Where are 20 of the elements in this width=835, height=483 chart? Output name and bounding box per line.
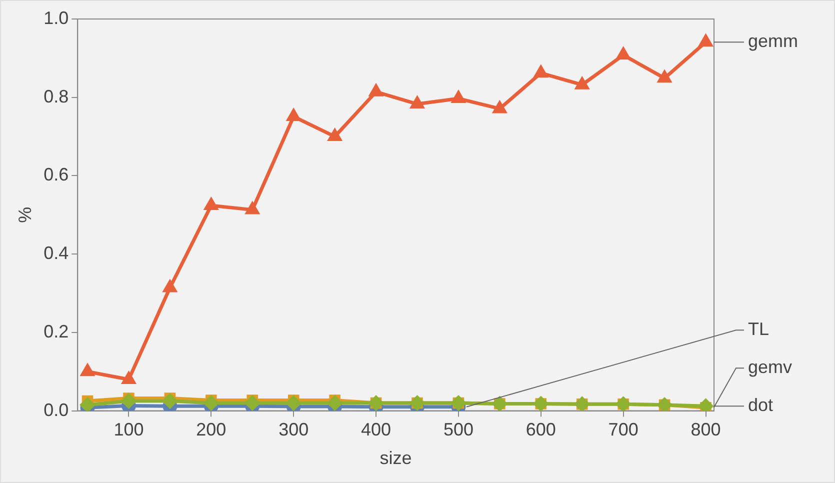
x-axis-title: size: [380, 448, 412, 468]
y-tick-label: 0.8: [44, 86, 69, 106]
text: dot: [748, 395, 774, 416]
y-tick-label: 0.6: [44, 164, 69, 185]
text: gemm: [748, 31, 798, 52]
x-tick-label: 500: [443, 420, 474, 440]
y-tick-label: 0.2: [44, 321, 69, 342]
x-tick-label: 600: [526, 420, 556, 440]
y-tick-label: 1.0: [44, 8, 69, 28]
x-tick-label: 200: [196, 420, 226, 440]
y-axis-title: %: [14, 206, 35, 223]
x-tick-label: 300: [278, 420, 309, 440]
y-tick-label: 0.4: [44, 243, 69, 264]
x-tick-label: 100: [114, 420, 144, 440]
y-tick-label: 0.0: [44, 400, 69, 420]
x-tick-label: 700: [608, 420, 638, 440]
text: TL: [748, 319, 770, 340]
text: gemv: [748, 357, 792, 378]
x-tick-label: 400: [361, 420, 392, 440]
x-tick-label: 800: [690, 420, 721, 440]
